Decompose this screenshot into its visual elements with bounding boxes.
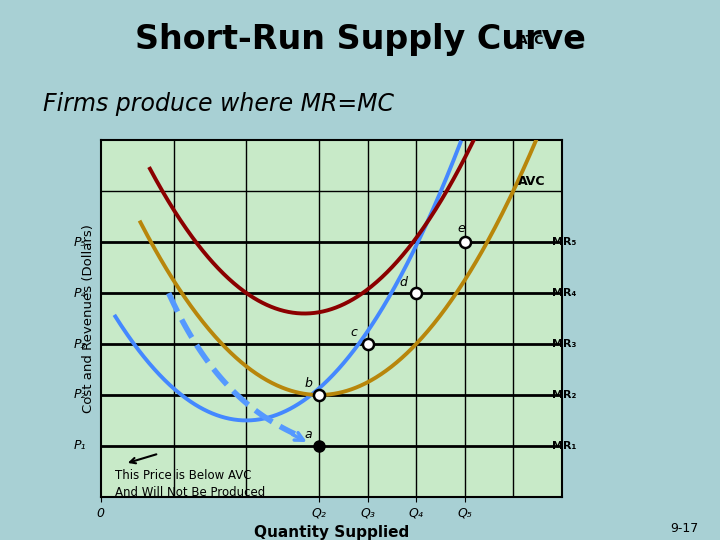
Text: d: d xyxy=(399,275,407,288)
Text: b: b xyxy=(305,377,312,390)
Text: MR₄: MR₄ xyxy=(552,288,576,298)
X-axis label: Quantity Supplied: Quantity Supplied xyxy=(253,525,409,540)
Text: 9-17: 9-17 xyxy=(670,522,698,535)
Text: AVC: AVC xyxy=(518,174,546,187)
Text: Firms produce where MR=MC: Firms produce where MR=MC xyxy=(43,92,395,116)
Text: P₅: P₅ xyxy=(73,236,86,249)
Text: c: c xyxy=(351,326,357,340)
Text: e: e xyxy=(457,222,465,235)
Text: Short-Run Supply Curve: Short-Run Supply Curve xyxy=(135,23,585,56)
Text: MR₃: MR₃ xyxy=(552,339,576,349)
Text: ATC: ATC xyxy=(518,33,544,46)
Text: P₁: P₁ xyxy=(73,440,86,453)
Text: P₂: P₂ xyxy=(73,388,86,401)
Text: This Price is Below AVC
And Will Not Be Produced: This Price is Below AVC And Will Not Be … xyxy=(115,469,266,499)
Text: a: a xyxy=(305,428,312,441)
Text: MR₁: MR₁ xyxy=(552,441,576,451)
Text: P₃: P₃ xyxy=(73,338,86,350)
Text: MR₅: MR₅ xyxy=(552,237,576,247)
Text: MR₂: MR₂ xyxy=(552,390,576,400)
Y-axis label: Cost and Revenues (Dollars): Cost and Revenues (Dollars) xyxy=(82,224,95,413)
Text: P₄: P₄ xyxy=(73,287,86,300)
